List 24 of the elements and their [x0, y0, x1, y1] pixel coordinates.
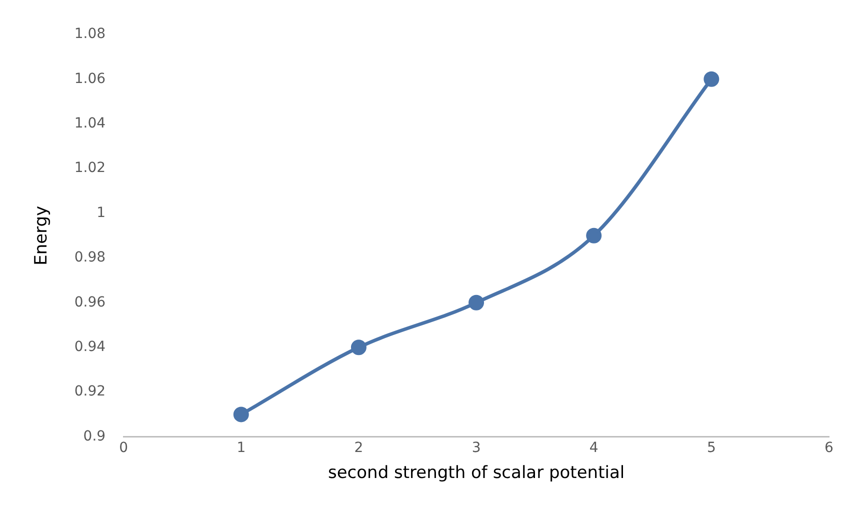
point — [586, 228, 602, 244]
y-tick-label: 0.92 — [74, 384, 106, 400]
y-tick-label: 1.06 — [74, 70, 106, 87]
x-tick-label: 6 — [824, 440, 834, 456]
point — [350, 340, 366, 356]
x-tick-label: 3 — [472, 440, 481, 456]
x-tick-label: 5 — [706, 440, 716, 456]
y-tick-label: 1.04 — [74, 115, 106, 132]
y-tick-label: 0.98 — [74, 250, 106, 266]
x-axis-title: second strength of scalar potential — [328, 463, 625, 484]
x-tick-label: 4 — [589, 440, 598, 456]
point — [704, 71, 720, 87]
y-tick-label: 1 — [96, 204, 106, 221]
point — [468, 294, 484, 310]
y-tick-label: 0.94 — [74, 339, 106, 356]
x-tick-label: 0 — [119, 440, 128, 456]
x-tick-label: 1 — [236, 440, 246, 456]
y-tick-label: 0.96 — [74, 294, 106, 310]
x-tick-label: 2 — [354, 440, 364, 456]
y-tick-label: 1.08 — [74, 26, 106, 42]
y-tick-label: 1.02 — [74, 160, 106, 176]
y-tick-label: 0.9 — [83, 428, 106, 444]
point — [233, 406, 249, 422]
y-axis-title: Energy — [32, 206, 52, 266]
